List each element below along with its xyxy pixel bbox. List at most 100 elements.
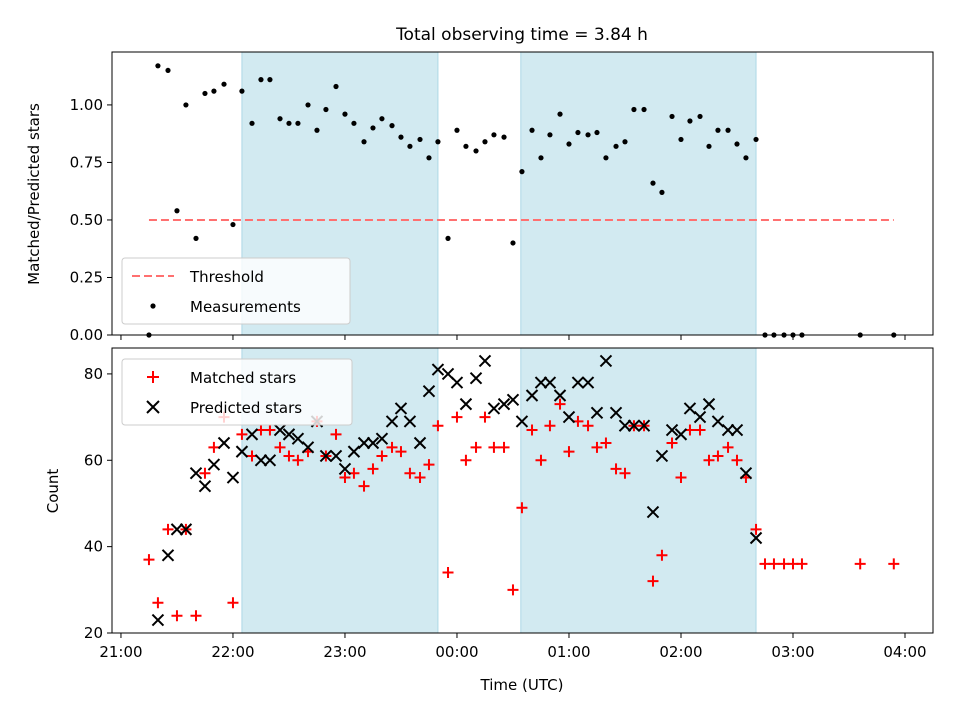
matched-star-point: [712, 450, 724, 462]
top-y-axis-label: Matched/Predicted stars: [25, 103, 43, 285]
measurement-point: [295, 120, 301, 126]
predicted-star-point: [403, 415, 417, 428]
predicted-star-point: [543, 376, 557, 389]
predicted-star-point: [329, 449, 343, 463]
measurement-point: [426, 155, 432, 161]
matched-star-point: [854, 558, 866, 570]
matched-star-point: [675, 472, 687, 484]
measurement-point: [603, 155, 609, 161]
matched-star-point: [414, 472, 426, 484]
predicted-star-point: [730, 423, 744, 437]
x-tick-label: 02:00: [659, 643, 702, 661]
legend-matched-swatch: [147, 371, 159, 383]
matched-star-point: [666, 437, 678, 449]
legend-predicted-swatch: [146, 400, 160, 414]
matched-star-point: [227, 597, 239, 609]
measurement-point: [286, 120, 292, 126]
matched-star-points: [143, 398, 900, 622]
measurement-point: [715, 127, 721, 133]
measurement-point: [454, 127, 460, 133]
measurement-point: [445, 235, 451, 241]
matched-star-point: [376, 450, 388, 462]
predicted-star-point: [534, 376, 548, 389]
top-legend: Threshold Measurements: [121, 257, 351, 325]
predicted-star-point: [515, 415, 529, 428]
matched-star-point: [404, 467, 416, 479]
x-tick-label: 03:00: [771, 643, 814, 661]
predicted-star-point: [739, 467, 753, 480]
predicted-star-point: [394, 402, 408, 415]
measurement-point: [669, 113, 675, 120]
predicted-star-point: [319, 449, 333, 463]
matched-star-point: [507, 584, 519, 596]
measurement-point: [323, 106, 329, 113]
matched-star-point: [722, 441, 734, 453]
predicted-star-point: [562, 410, 576, 424]
matched-star-point: [750, 523, 762, 535]
measurement-point: [641, 106, 647, 113]
measurement-point: [351, 120, 357, 126]
measurement-point: [193, 235, 199, 241]
predicted-star-point: [553, 389, 567, 402]
bottom-x-ticks: 21:00 22:00 23:00 00:00 01:00 02:00 03:00 04:00: [99, 633, 927, 661]
bottom-axes-frame: [111, 347, 934, 634]
matched-star-point: [656, 549, 668, 561]
predicted-star-point: [450, 376, 464, 389]
matched-star-point: [199, 467, 211, 479]
predicted-star-point: [599, 354, 613, 368]
matched-star-point: [274, 441, 286, 453]
measurement-point: [529, 127, 535, 133]
matched-star-point: [451, 411, 463, 423]
predicted-star-point: [693, 410, 707, 424]
predicted-star-point: [497, 397, 511, 411]
matched-star-point: [488, 441, 500, 453]
matched-star-point: [888, 558, 900, 570]
measurement-point: [622, 139, 628, 145]
legend-threshold-label: Threshold: [189, 268, 264, 286]
measurement-point: [473, 148, 479, 154]
matched-star-point: [395, 446, 407, 458]
predicted-star-point: [571, 376, 585, 389]
predicted-star-point: [347, 445, 361, 458]
matched-star-point: [432, 420, 444, 432]
predicted-star-point: [151, 613, 165, 627]
measurement-point: [407, 143, 413, 149]
predicted-star-point: [273, 423, 287, 437]
x-tick-label: 00:00: [435, 643, 478, 661]
matched-star-point: [143, 554, 155, 566]
predicted-star-point: [702, 397, 716, 411]
measurement-point: [435, 139, 441, 145]
measurement-point: [258, 77, 264, 83]
legend-measurements-swatch: [150, 303, 156, 309]
measurement-point: [482, 139, 488, 145]
predicted-star-point: [263, 454, 277, 467]
measurement-point: [650, 180, 656, 186]
measurement-point: [706, 143, 712, 149]
predicted-star-point: [366, 436, 380, 450]
x-tick-label: 22:00: [211, 643, 254, 661]
measurement-point: [519, 169, 525, 175]
predicted-star-point: [637, 419, 651, 432]
measurement-point: [267, 77, 273, 83]
measurement-point: [734, 141, 740, 147]
matched-star-point: [694, 424, 706, 436]
predicted-star-point: [665, 423, 679, 437]
matched-star-point: [516, 502, 528, 514]
top-y-ticks: 0.00 0.25 0.50 0.75 1.00: [70, 96, 112, 344]
matched-star-point: [731, 454, 743, 466]
matched-star-point: [171, 610, 183, 622]
bottom-y-tick-label: 80: [84, 365, 103, 383]
matched-star-point: [190, 610, 202, 622]
predicted-star-point: [655, 449, 669, 463]
x-tick-label: 01:00: [547, 643, 590, 661]
bottom-y-tick-label: 40: [84, 538, 103, 556]
top-y-tick-label: 0.25: [70, 268, 103, 286]
measurement-point: [753, 136, 759, 143]
top-y-tick-label: 0.00: [70, 326, 103, 344]
predicted-star-point: [618, 419, 632, 432]
matched-star-point: [498, 441, 510, 453]
matched-star-point: [591, 441, 603, 453]
predicted-star-point: [198, 479, 212, 493]
measurement-point: [165, 67, 171, 74]
predicted-star-point: [506, 393, 520, 407]
